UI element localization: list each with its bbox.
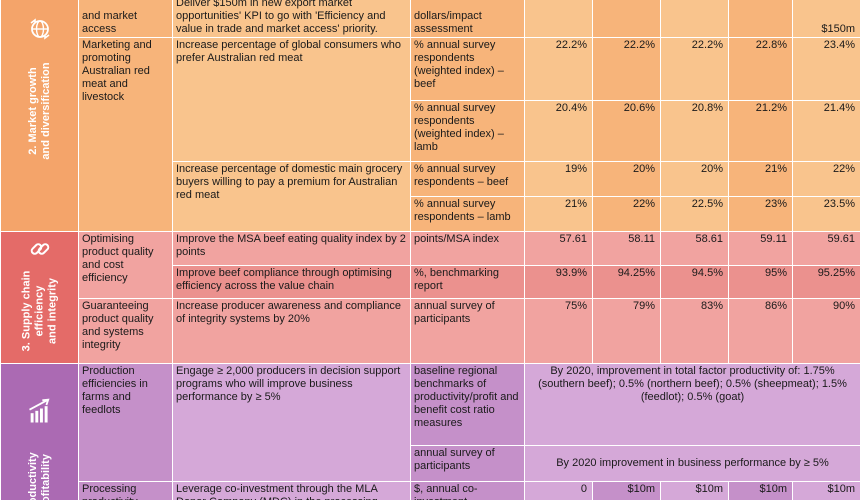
value-cell: 22%: [792, 160, 860, 197]
program-cell: Optimising product quality and cost effi…: [78, 231, 173, 299]
value-cell: 0: [524, 480, 593, 500]
value-cell: 20.4%: [524, 99, 593, 162]
section-2-label: 2. Market growth and diversification: [0, 0, 79, 232]
value-cell: 86%: [728, 298, 793, 364]
table-row: Improve beef compliance through optimisi…: [1, 265, 860, 299]
value-cell: 95.25%: [792, 265, 860, 299]
bar-chart-arrow-icon: [28, 398, 50, 423]
kpi-cell: Increase percentage of domestic main gro…: [172, 160, 411, 232]
measure-cell: %, benchmarking report: [410, 265, 525, 299]
value-cell: $10m: [728, 480, 793, 500]
value-cell: 21.2%: [728, 99, 793, 162]
value-cell: 20.8%: [660, 99, 729, 162]
chain-link-icon: [30, 242, 49, 255]
section-2-title: 2. Market growth and diversification: [26, 62, 52, 160]
value-cell: 19%: [524, 160, 593, 197]
program-cell: and market access: [78, 0, 173, 38]
value-cell: 79%: [592, 298, 661, 364]
value-cell: 90%: [792, 298, 860, 364]
measure-cell: points/MSA index: [410, 231, 525, 266]
span-value-cell: By 2020 improvement in business performa…: [524, 445, 860, 482]
kpi-cell: Engage ≥ 2,000 producers in decision sup…: [172, 363, 411, 482]
kpi-cell: Improve the MSA beef eating quality inde…: [172, 231, 411, 266]
value-cell: 22.2%: [660, 37, 729, 101]
measure-cell: annual survey of participants: [410, 445, 525, 482]
measure-cell: % annual survey respondents (weighted in…: [410, 99, 525, 162]
value-cell: 58.11: [592, 231, 661, 266]
table-row: 2. Market growth and diversification and…: [0, 0, 860, 232]
section-4-label: Productivity profitability: [0, 363, 79, 500]
value-cell: $10m: [792, 480, 860, 500]
table-row: % annual survey respondents – lamb 21% 2…: [1, 196, 860, 232]
table-row: Increase percentage of domestic main gro…: [1, 160, 860, 232]
table-row: Marketing and promoting Australian red m…: [1, 37, 860, 232]
value-cell: 59.11: [728, 231, 793, 266]
value-cell: 22.2%: [524, 37, 593, 101]
program-cell: Marketing and promoting Australian red m…: [78, 37, 173, 232]
value-cell: 21%: [524, 196, 593, 232]
value-cell: 75%: [524, 298, 593, 364]
table-row: Guaranteeing product quality and systems…: [1, 298, 860, 364]
section-3-label: 3. Supply chain efficiency and integrity: [0, 231, 79, 364]
value-cell: [524, 0, 593, 38]
value-cell: 20%: [660, 160, 729, 197]
value-cell: 22.2%: [592, 37, 661, 101]
kpi-cell: Improve beef compliance through optimisi…: [172, 265, 411, 299]
value-cell: 93.9%: [524, 265, 593, 299]
value-cell: [728, 0, 793, 38]
program-cell: Guaranteeing product quality and systems…: [78, 298, 173, 364]
value-cell: [660, 0, 729, 38]
value-cell: 23%: [728, 196, 793, 232]
value-cell: 94.25%: [592, 265, 661, 299]
value-cell: 22.5%: [660, 196, 729, 232]
value-cell: 57.61: [524, 231, 593, 266]
measure-cell: baseline regional benchmarks of producti…: [410, 362, 525, 447]
section-4-title: Productivity profitability: [26, 452, 52, 500]
table-row: % annual survey respondents (weighted in…: [1, 99, 860, 162]
measure-cell: annual survey of participants: [410, 298, 525, 364]
measure-cell: % annual survey respondents (weighted in…: [410, 37, 525, 101]
value-cell: 22.8%: [728, 37, 793, 101]
kpi-cell: Deliver $150m in new export market oppor…: [172, 0, 411, 38]
value-cell: 21.4%: [792, 99, 860, 162]
span-value-cell: By 2020, improvement in total factor pro…: [524, 362, 860, 447]
value-cell: 59.61: [792, 231, 860, 266]
measure-cell: dollars/impact assessment: [410, 0, 525, 38]
value-cell: $10m: [592, 480, 661, 500]
value-cell: 58.61: [660, 231, 729, 266]
value-cell: 94.5%: [660, 265, 729, 299]
value-cell: [592, 0, 661, 38]
table-row: 3. Supply chain efficiency and integrity…: [0, 231, 860, 364]
program-cell: Processing productivity: [78, 480, 173, 500]
kpi-cell: Increase percentage of global consumers …: [172, 37, 411, 162]
kpi-cell: Increase producer awareness and complian…: [172, 298, 411, 364]
value-cell: 83%: [660, 298, 729, 364]
table-row: Processing productivity Leverage co-inve…: [1, 480, 860, 500]
value-cell: 20%: [592, 160, 661, 197]
program-cell: Production efficiencies in farms and fee…: [78, 363, 173, 482]
table-row: Productivity profitability Production ef…: [0, 362, 860, 500]
value-cell: 95%: [728, 265, 793, 299]
measure-cell: $, annual co-investment: [410, 480, 525, 500]
value-cell: 23.4%: [792, 37, 860, 101]
globe-arrows-icon: [30, 18, 49, 40]
value-cell: 22%: [592, 196, 661, 232]
value-cell: $10m: [660, 480, 729, 500]
value-cell: $150m: [792, 0, 860, 38]
measure-cell: % annual survey respondents – lamb: [410, 196, 525, 232]
value-cell: 20.6%: [592, 99, 661, 162]
value-cell: 21%: [728, 160, 793, 197]
value-cell: 23.5%: [792, 196, 860, 232]
kpi-cell: Leverage co-investment through the MLA D…: [172, 480, 411, 500]
measure-cell: % annual survey respondents – beef: [410, 160, 525, 197]
section-3-title: 3. Supply chain efficiency and integrity: [20, 270, 58, 351]
